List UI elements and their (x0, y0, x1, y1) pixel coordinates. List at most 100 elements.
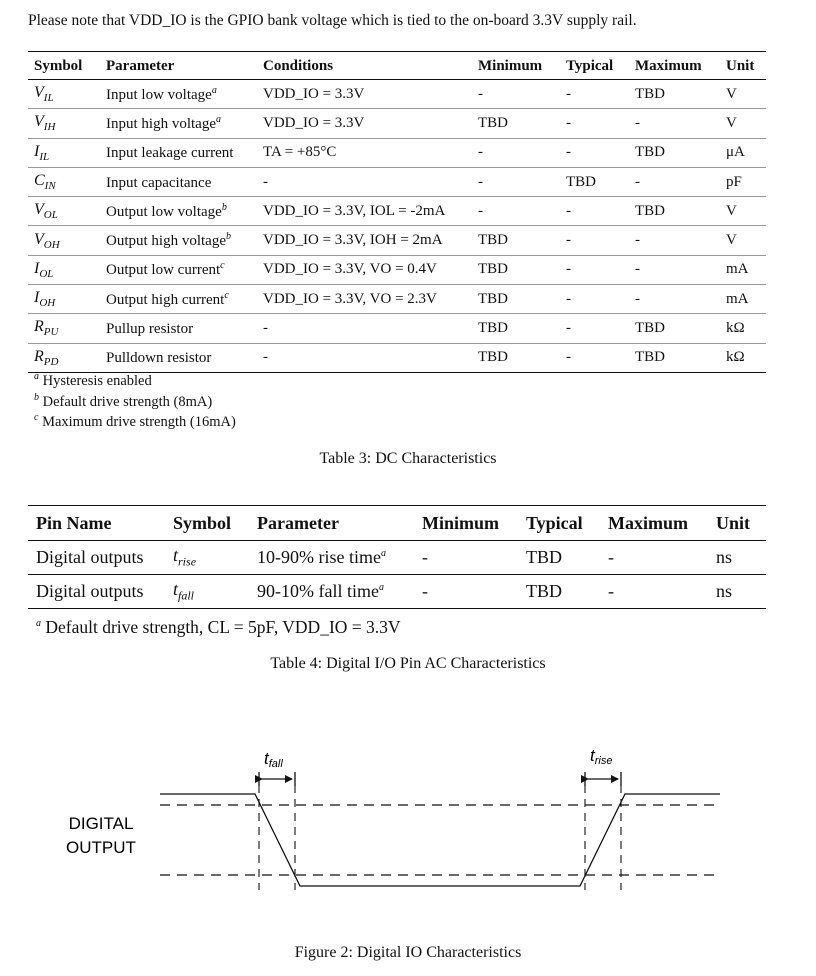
conditions-cell: VDD_IO = 3.3V, IOL = -2mA (257, 196, 472, 227)
typical-cell: - (560, 313, 629, 344)
parameter-cell: Input leakage current (100, 138, 257, 168)
maximum-cell: - (600, 574, 708, 609)
conditions-cell: - (257, 343, 472, 373)
conditions-cell: VDD_IO = 3.3V, VO = 0.4V (257, 255, 472, 286)
symbol-cell: IOH (28, 284, 100, 315)
minimum-cell: TBD (472, 108, 560, 139)
typical-cell: TBD (518, 574, 600, 609)
table3-row: IOL Output low currentc VDD_IO = 3.3V, VO … (28, 255, 766, 286)
unit-cell: kΩ (720, 313, 766, 344)
parameter-cell: Pulldown resistor (100, 343, 257, 373)
unit-cell: V (720, 225, 766, 256)
digital-output-label-line1: DIGITAL (69, 814, 134, 833)
maximum-cell: TBD (629, 196, 720, 227)
table3-row: VOL Output low voltageb VDD_IO = 3.3V, IOL… (28, 196, 766, 227)
symbol-cell: RPD (28, 343, 100, 373)
minimum-cell: TBD (472, 225, 560, 256)
table4-footnote: a Default drive strength, CL = 5pF, VDD_… (36, 617, 401, 637)
typical-cell: - (560, 196, 629, 227)
typical-cell: - (560, 225, 629, 256)
footnote-b: b Default drive strength (8mA) (34, 392, 213, 410)
unit-cell: ns (708, 540, 766, 575)
unit-cell: V (720, 108, 766, 139)
header-typical: Typical (560, 51, 629, 80)
table3-row: VOH Output high voltageb VDD_IO = 3.3V, IO… (28, 225, 766, 256)
table4-row: Digital outputs tfall 90-10% fall timea - TB… (28, 574, 766, 609)
typical-cell: - (560, 284, 629, 315)
footnote-a: a Hysteresis enabled (34, 371, 152, 389)
typical-cell: TBD (560, 167, 629, 198)
parameter-cell: 90-10% fall timea (249, 574, 414, 609)
symbol-cell: VIL (28, 79, 100, 110)
digital-io-timing-diagram: DIGITAL OUTPUT tfall trise (66, 746, 720, 890)
tfall-label: tfall (264, 749, 283, 770)
maximum-cell: - (629, 284, 720, 315)
unit-cell: kΩ (720, 343, 766, 373)
symbol-cell: trise (165, 540, 249, 575)
minimum-cell: - (472, 79, 560, 110)
parameter-cell: Input capacitance (100, 167, 257, 198)
symbol-cell: IOL (28, 255, 100, 286)
symbol-cell: VIH (28, 108, 100, 139)
typical-cell: - (560, 343, 629, 373)
typical-cell: - (560, 255, 629, 286)
table3-row: RPD Pulldown resistor - TBD - TBD kΩ (28, 343, 766, 373)
minimum-cell: - (472, 138, 560, 168)
conditions-cell: VDD_IO = 3.3V, IOH = 2mA (257, 225, 472, 256)
pin-name-cell: Digital outputs (28, 574, 165, 609)
conditions-cell: VDD_IO = 3.3V (257, 79, 472, 110)
maximum-cell: - (629, 225, 720, 256)
maximum-cell: TBD (629, 138, 720, 168)
header-maximum: Maximum (600, 505, 708, 541)
header-minimum: Minimum (472, 51, 560, 80)
parameter-cell: Output low currentc (100, 255, 257, 286)
maximum-cell: - (629, 167, 720, 198)
footnote-c: c Maximum drive strength (16mA) (34, 412, 236, 430)
maximum-cell: - (629, 108, 720, 139)
header-typical: Typical (518, 505, 600, 541)
minimum-cell: - (414, 540, 518, 575)
minimum-cell: - (414, 574, 518, 609)
maximum-cell: TBD (629, 343, 720, 373)
table3-row: IOH Output high currentc VDD_IO = 3.3V, VO… (28, 284, 766, 315)
conditions-cell: - (257, 313, 472, 344)
conditions-cell: VDD_IO = 3.3V, VO = 2.3V (257, 284, 472, 315)
table3-row: IIL Input leakage current TA = +85°C - - TBD μ… (28, 138, 766, 168)
header-unit: Unit (708, 505, 766, 541)
ac-characteristics-table: Pin Name Symbol Parameter Minimum Typica… (28, 505, 766, 609)
conditions-cell: VDD_IO = 3.3V (257, 108, 472, 139)
symbol-cell: VOH (28, 225, 100, 256)
table3-row: VIH Input high voltagea VDD_IO = 3.3V TBD - -… (28, 108, 766, 139)
table3-row: VIL Input low voltagea VDD_IO = 3.3V - - TBD V (28, 79, 766, 110)
minimum-cell: TBD (472, 284, 560, 315)
header-unit: Unit (720, 51, 766, 80)
unit-cell: V (720, 196, 766, 227)
typical-cell: TBD (518, 540, 600, 575)
trise-label: trise (590, 746, 612, 767)
typical-cell: - (560, 138, 629, 168)
maximum-cell: - (600, 540, 708, 575)
minimum-cell: TBD (472, 343, 560, 373)
symbol-cell: VOL (28, 196, 100, 227)
typical-cell: - (560, 79, 629, 110)
maximum-cell: TBD (629, 313, 720, 344)
minimum-cell: TBD (472, 255, 560, 286)
symbol-cell: RPU (28, 313, 100, 344)
parameter-cell: Output low voltageb (100, 196, 257, 227)
table3-caption: Table 3: DC Characteristics (319, 450, 497, 467)
unit-cell: mA (720, 284, 766, 315)
unit-cell: V (720, 79, 766, 110)
maximum-cell: - (629, 255, 720, 286)
unit-cell: mA (720, 255, 766, 286)
unit-cell: pF (720, 167, 766, 198)
parameter-cell: Output high currentc (100, 284, 257, 315)
conditions-cell: TA = +85°C (257, 138, 472, 168)
intro-paragraph: Please note that VDD_IO is the GPIO bank… (28, 12, 637, 29)
minimum-cell: - (472, 167, 560, 198)
figure2-caption: Figure 2: Digital IO Characteristics (294, 944, 522, 961)
parameter-cell: Input high voltagea (100, 108, 257, 139)
table3-row: CIN Input capacitance - - TBD - pF (28, 167, 766, 198)
parameter-cell: 10-90% rise timea (249, 540, 414, 575)
symbol-cell: tfall (165, 574, 249, 609)
unit-cell: ns (708, 574, 766, 609)
